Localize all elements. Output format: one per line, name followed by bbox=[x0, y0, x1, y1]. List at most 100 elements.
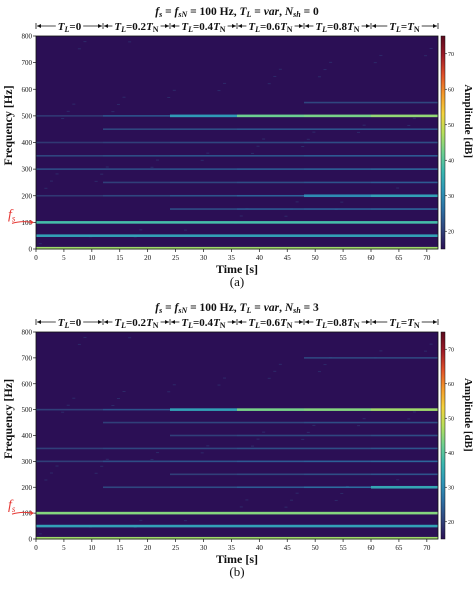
noise-speck bbox=[139, 519, 143, 521]
spectral-lines bbox=[36, 357, 438, 540]
noise-speck bbox=[273, 370, 277, 372]
noise-speck bbox=[133, 236, 137, 238]
noise-speck bbox=[49, 472, 53, 474]
spectral-line-450hz bbox=[170, 421, 237, 424]
spectral-line-200hz bbox=[371, 485, 438, 489]
y-tick-label: 500 bbox=[22, 112, 33, 120]
y-tick-label: 200 bbox=[22, 484, 33, 492]
spectral-line-300hz bbox=[304, 460, 371, 463]
time-segment-2: TL=0.2TN bbox=[102, 21, 169, 34]
time-segment-3: TL=0.4TN bbox=[169, 21, 236, 34]
noise-speck bbox=[128, 41, 132, 43]
spectral-line-350hz bbox=[103, 447, 170, 450]
noise-speck bbox=[379, 54, 383, 56]
noise-speck bbox=[61, 118, 65, 120]
noise-speck bbox=[239, 215, 243, 217]
x-tick-label: 30 bbox=[200, 254, 208, 262]
segment-arrow-head bbox=[165, 24, 169, 28]
spectral-line-250hz bbox=[103, 181, 170, 184]
colorbar-tick-label: 30 bbox=[448, 194, 454, 200]
segment-arrow-head bbox=[433, 320, 437, 324]
spectral-line-550hz bbox=[371, 101, 438, 104]
noise-speck bbox=[267, 377, 271, 379]
noise-speck bbox=[245, 499, 249, 501]
noise-speck bbox=[100, 173, 104, 175]
x-axis-label: Time [s] bbox=[216, 552, 258, 566]
noise-speck bbox=[44, 479, 48, 481]
spectral-line-250hz bbox=[304, 181, 371, 184]
noise-speck bbox=[77, 48, 81, 50]
spectral-line-500hz bbox=[371, 114, 438, 118]
spectral-line-250hz bbox=[371, 473, 438, 476]
segment-arrow-head bbox=[98, 24, 102, 28]
noise-speck bbox=[379, 350, 383, 352]
noise-speck bbox=[424, 55, 428, 57]
spectral-line-250hz bbox=[371, 181, 438, 184]
spectral-line-500hz bbox=[237, 114, 304, 118]
noise-speck bbox=[223, 377, 227, 379]
y-tick-label: 800 bbox=[22, 329, 33, 337]
colorbar-tick-label: 40 bbox=[448, 451, 454, 457]
noise-speck bbox=[396, 479, 400, 481]
segment-arrow-head bbox=[238, 320, 242, 324]
noise-speck bbox=[301, 145, 305, 147]
noise-speck bbox=[55, 173, 59, 175]
colorbar-tick-label: 40 bbox=[448, 158, 454, 164]
segment-arrow-head bbox=[305, 24, 309, 28]
y-tick-label: 0 bbox=[29, 246, 33, 254]
noise-speck bbox=[340, 201, 344, 203]
x-tick-label: 40 bbox=[256, 544, 264, 552]
noise-speck bbox=[111, 111, 115, 113]
segment-arrow-head bbox=[372, 24, 376, 28]
segment-label: TL=0.2TN bbox=[114, 21, 158, 34]
noise-speck bbox=[407, 124, 411, 126]
noise-speck bbox=[172, 89, 176, 91]
spectral-line-200hz bbox=[237, 486, 304, 489]
spectral-line-300hz bbox=[36, 168, 103, 170]
noise-speck bbox=[295, 492, 299, 494]
noise-speck bbox=[340, 492, 344, 494]
noise-speck bbox=[200, 452, 204, 454]
spectral-line-250hz bbox=[170, 181, 237, 184]
noise-speck bbox=[150, 166, 154, 168]
noise-speck bbox=[412, 117, 416, 119]
spectral-line-700hz bbox=[304, 357, 371, 359]
noise-speck bbox=[312, 131, 316, 133]
segment-arrow-head bbox=[366, 24, 370, 28]
y-tick-label: 600 bbox=[22, 380, 33, 388]
noise-speck bbox=[83, 336, 87, 338]
noise-speck bbox=[250, 445, 254, 447]
noise-speck bbox=[312, 424, 316, 426]
spectral-line-350hz bbox=[103, 155, 170, 157]
segment-arrow-head bbox=[433, 24, 437, 28]
x-tick-label: 25 bbox=[172, 544, 180, 552]
noise-speck bbox=[183, 229, 187, 231]
noise-speck bbox=[407, 418, 411, 420]
noise-speck bbox=[317, 371, 321, 373]
chart-title: fs = fsN = 100 Hz, TL = var, Nsh = 0 bbox=[155, 6, 319, 19]
noise-speck bbox=[139, 229, 143, 231]
x-tick-label: 5 bbox=[62, 544, 66, 552]
y-tick-label: 700 bbox=[22, 59, 33, 67]
y-tick-label: 200 bbox=[22, 192, 33, 200]
noise-speck bbox=[239, 506, 243, 508]
spectral-line-300hz bbox=[237, 168, 304, 170]
spectral-line-400hz bbox=[36, 141, 103, 144]
spectral-line-300hz bbox=[103, 168, 170, 170]
noise-speck bbox=[357, 131, 361, 133]
noise-speck bbox=[200, 159, 204, 161]
noise-speck bbox=[94, 180, 98, 182]
colorbar-tick-label: 70 bbox=[448, 52, 454, 58]
x-tick-label: 20 bbox=[144, 254, 152, 262]
noise-speck bbox=[167, 97, 171, 99]
spectral-line-450hz bbox=[304, 421, 371, 424]
spectral-line-450hz bbox=[170, 128, 237, 130]
noise-speck bbox=[278, 363, 282, 365]
panel-label: (b) bbox=[229, 564, 244, 579]
noise-speck bbox=[323, 69, 327, 71]
segment-arrow-head bbox=[232, 320, 236, 324]
segment-label: TL=0.2TN bbox=[114, 317, 158, 330]
spectral-lines bbox=[36, 101, 438, 250]
spectral-line-100hz bbox=[36, 511, 438, 515]
noise-speck bbox=[256, 145, 260, 147]
